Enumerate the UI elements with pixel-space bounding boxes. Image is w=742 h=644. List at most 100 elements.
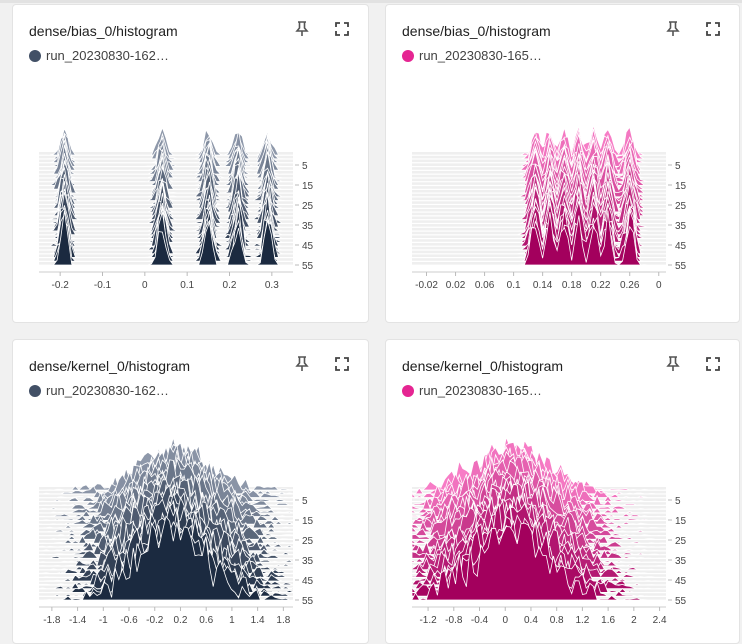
x-tick-label: 0.1 [507, 280, 521, 291]
x-tick-label: 0.14 [533, 280, 553, 291]
histogram-ridge [39, 515, 294, 601]
step-label: 45 [302, 241, 314, 252]
card-title: dense/kernel_0/histogram [402, 358, 564, 374]
histogram-ridge [412, 210, 666, 266]
x-tick-label: 1.4 [251, 615, 265, 626]
pin-button[interactable] [663, 354, 683, 374]
x-tick-label: -1.2 [419, 615, 437, 626]
histogram-chart: -1.8 -1.4 -1 -0.6 -0.2 0.2 0.6 1 1.4 1.8 5 15 25 35 45… [38, 437, 314, 626]
histogram-chart: -0.2 -0.1 0 0.1 0.2 0.3 5 15 25 35 45 55 [38, 126, 314, 291]
fullscreen-button[interactable] [332, 19, 352, 39]
x-tick-label: 0.18 [562, 280, 582, 291]
pin-button[interactable] [663, 19, 683, 39]
step-label: 55 [302, 596, 314, 607]
x-tick-label: 0.26 [620, 280, 640, 291]
step-label: 15 [675, 516, 687, 527]
x-tick-label: 1.2 [575, 615, 589, 626]
histogram-ridge [411, 210, 667, 262]
histogram-card: dense/bias_0/histogram run_20230830-165…… [385, 4, 740, 323]
x-tick-label: 0 [142, 280, 148, 291]
fullscreen-button[interactable] [703, 354, 723, 374]
step-label: 45 [675, 241, 687, 252]
run-color-dot [29, 384, 41, 397]
histogram-card: dense/kernel_0/histogram run_20230830-16… [385, 339, 740, 644]
histogram-chart: -1.2 -0.8 -0.4 0 0.4 0.8 1.2 1.6 2 2.4 5 15 25 35 45 55 [411, 435, 687, 626]
histogram-chart: -0.02 0.02 0.06 0.1 0.14 0.18 0.22 0.26 0 5 15 25 35… [411, 124, 687, 291]
run-label: run_20230830-162… [46, 48, 169, 63]
step-label: 5 [302, 496, 308, 507]
run-label: run_20230830-165… [419, 383, 542, 398]
run-color-dot [29, 49, 41, 62]
run-color-dot [402, 384, 414, 397]
step-label: 55 [675, 596, 687, 607]
step-label: 35 [675, 221, 687, 232]
histogram-ridge [411, 141, 667, 179]
step-label: 25 [675, 536, 687, 547]
step-label: 25 [302, 536, 314, 547]
step-label: 45 [302, 576, 314, 587]
x-tick-label: 0.22 [591, 280, 611, 291]
x-tick-label: -0.8 [445, 615, 463, 626]
card-title: dense/bias_0/histogram [402, 23, 551, 39]
x-tick-label: 0 [502, 615, 508, 626]
x-tick-label: 0.6 [199, 615, 213, 626]
x-tick-label: 1.8 [276, 615, 290, 626]
x-tick-label: -1.4 [69, 615, 87, 626]
step-label: 55 [675, 261, 687, 272]
x-tick-label: 0.4 [524, 615, 538, 626]
fullscreen-icon [706, 357, 720, 371]
x-tick-label: 2.4 [653, 615, 667, 626]
x-tick-label: 0.2 [223, 280, 237, 291]
run-label: run_20230830-162… [46, 383, 169, 398]
step-label: 35 [302, 556, 314, 567]
x-tick-label: 0.02 [446, 280, 466, 291]
step-label: 55 [302, 261, 314, 272]
pin-icon [666, 21, 680, 36]
step-label: 25 [675, 201, 687, 212]
card-title: dense/kernel_0/histogram [29, 358, 191, 374]
x-tick-label: 0.3 [265, 280, 279, 291]
x-tick-label: -0.4 [471, 615, 489, 626]
fullscreen-icon [335, 357, 349, 371]
run-legend: run_20230830-165… [402, 383, 542, 398]
run-legend: run_20230830-162… [29, 48, 169, 63]
histogram-ridge [38, 160, 294, 201]
pin-icon [295, 21, 309, 36]
card-title: dense/bias_0/histogram [29, 23, 178, 39]
step-label: 15 [302, 181, 314, 192]
histogram-card: dense/kernel_0/histogram run_20230830-16… [12, 339, 369, 644]
step-label: 5 [302, 161, 308, 172]
step-label: 35 [302, 221, 314, 232]
x-tick-label: 0.2 [174, 615, 188, 626]
fullscreen-icon [706, 22, 720, 36]
x-tick-label: -1 [99, 615, 108, 626]
x-tick-label: -0.02 [415, 280, 438, 291]
fullscreen-button[interactable] [703, 19, 723, 39]
step-label: 45 [675, 576, 687, 587]
run-color-dot [402, 49, 414, 62]
run-label: run_20230830-165… [419, 48, 542, 63]
step-label: 5 [675, 161, 681, 172]
histogram-ridge [411, 522, 666, 601]
histogram-ridge [38, 164, 294, 205]
x-tick-label: 0.1 [180, 280, 194, 291]
x-tick-label: 1.6 [601, 615, 615, 626]
top-divider [0, 0, 742, 3]
x-tick-label: 1 [229, 615, 235, 626]
step-label: 15 [302, 516, 314, 527]
histogram-card: dense/bias_0/histogram run_20230830-162…… [12, 4, 369, 323]
x-tick-label: -0.1 [94, 280, 112, 291]
step-label: 25 [302, 201, 314, 212]
x-tick-label: -0.2 [146, 615, 164, 626]
x-tick-label: 0 [656, 280, 662, 291]
fullscreen-button[interactable] [332, 354, 352, 374]
step-label: 35 [675, 556, 687, 567]
x-tick-label: 0.06 [475, 280, 495, 291]
step-label: 5 [675, 496, 681, 507]
fullscreen-icon [335, 22, 349, 36]
pin-button[interactable] [292, 19, 312, 39]
x-tick-label: -0.2 [52, 280, 70, 291]
pin-button[interactable] [292, 354, 312, 374]
histogram-ridge [39, 210, 293, 266]
x-tick-label: -1.8 [43, 615, 61, 626]
